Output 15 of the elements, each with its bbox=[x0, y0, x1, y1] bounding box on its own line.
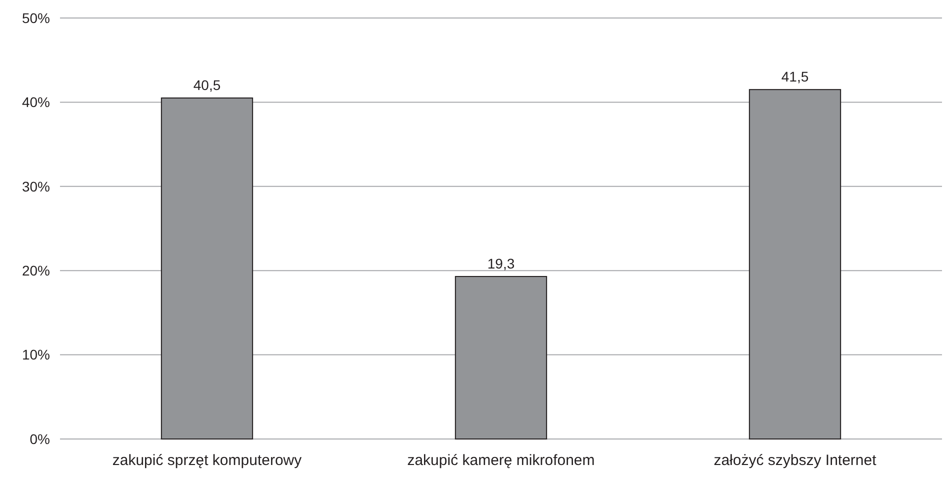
y-tick-label: 0% bbox=[30, 430, 50, 447]
y-tick-label: 30% bbox=[22, 178, 50, 194]
x-tick-label: założyć szybszy Internet bbox=[714, 452, 878, 469]
y-tick-label: 10% bbox=[22, 346, 50, 363]
data-label: 19,3 bbox=[487, 255, 515, 272]
y-tick-label: 40% bbox=[22, 94, 50, 110]
y-tick-label: 20% bbox=[22, 262, 50, 278]
bar bbox=[748, 89, 842, 440]
data-label: 40,5 bbox=[193, 76, 221, 93]
bar bbox=[454, 276, 548, 440]
y-tick-label: 50% bbox=[22, 10, 50, 26]
x-tick-label: zakupić kamerę mikrofonem bbox=[407, 452, 595, 469]
data-label: 41,5 bbox=[781, 68, 809, 85]
bar bbox=[160, 97, 254, 440]
x-tick-label: zakupić sprzęt komputerowy bbox=[112, 452, 302, 469]
